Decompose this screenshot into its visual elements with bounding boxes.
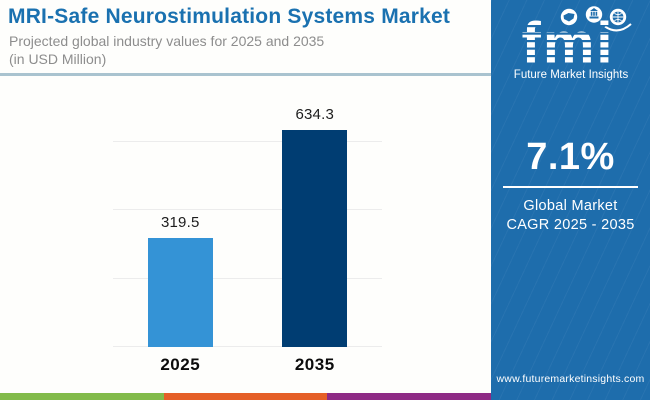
footer-stripe-purple (327, 393, 492, 400)
bar-value-label: 319.5 (160, 213, 200, 231)
brand-sidebar: fmi Future Market Insights 7.1% Global M… (491, 0, 650, 400)
cagr-block: 7.1% Global Market CAGR 2025 - 2035 (491, 136, 650, 235)
bar-value-label: 634.3 (295, 106, 335, 124)
cagr-divider (503, 186, 638, 188)
chart-panel: MRI-Safe Neurostimulation Systems Market… (0, 5, 492, 400)
footer-stripes (0, 393, 492, 400)
gridline (113, 141, 382, 142)
bar-2035 (282, 130, 348, 347)
globe-icon (609, 8, 626, 26)
gridline (113, 277, 382, 279)
us-map-icon (560, 8, 577, 26)
logo-name: Future Market Insights (513, 69, 628, 81)
page-title: MRI-Safe Neurostimulation Systems Market (8, 5, 451, 28)
footer-stripe-orange (163, 393, 328, 400)
fmi-logo: fmi Future Market Insights (491, 5, 650, 86)
bar-chart-plot: 319.5 2025 634.3 2035 (113, 106, 382, 374)
x-axis-label: 2025 (160, 355, 201, 374)
cagr-value: 7.1% (526, 136, 615, 178)
footer-stripe-green (0, 393, 164, 400)
cagr-label-line2: CAGR 2025 - 2035 (506, 217, 635, 233)
chart-subtitle-line1: Projected global industry values for 202… (9, 33, 325, 49)
chart-subtitle: Projected global industry values for 202… (9, 32, 479, 68)
landmark-icon (585, 6, 602, 23)
fmi-logo-graphic: fmi Future Market Insights (513, 6, 632, 81)
chart-subtitle-line2: (in USD Million) (9, 51, 107, 67)
x-axis-label: 2035 (294, 355, 335, 374)
gridline (113, 209, 382, 211)
bar-2025 (147, 237, 213, 347)
header-divider (0, 73, 491, 76)
logo-abbr: fmi (521, 11, 614, 76)
gridline (113, 346, 382, 347)
cagr-label-line1: Global Market (523, 198, 618, 214)
website-url: www.futuremarketinsights.com (496, 373, 645, 385)
logo-swoosh (603, 23, 632, 32)
